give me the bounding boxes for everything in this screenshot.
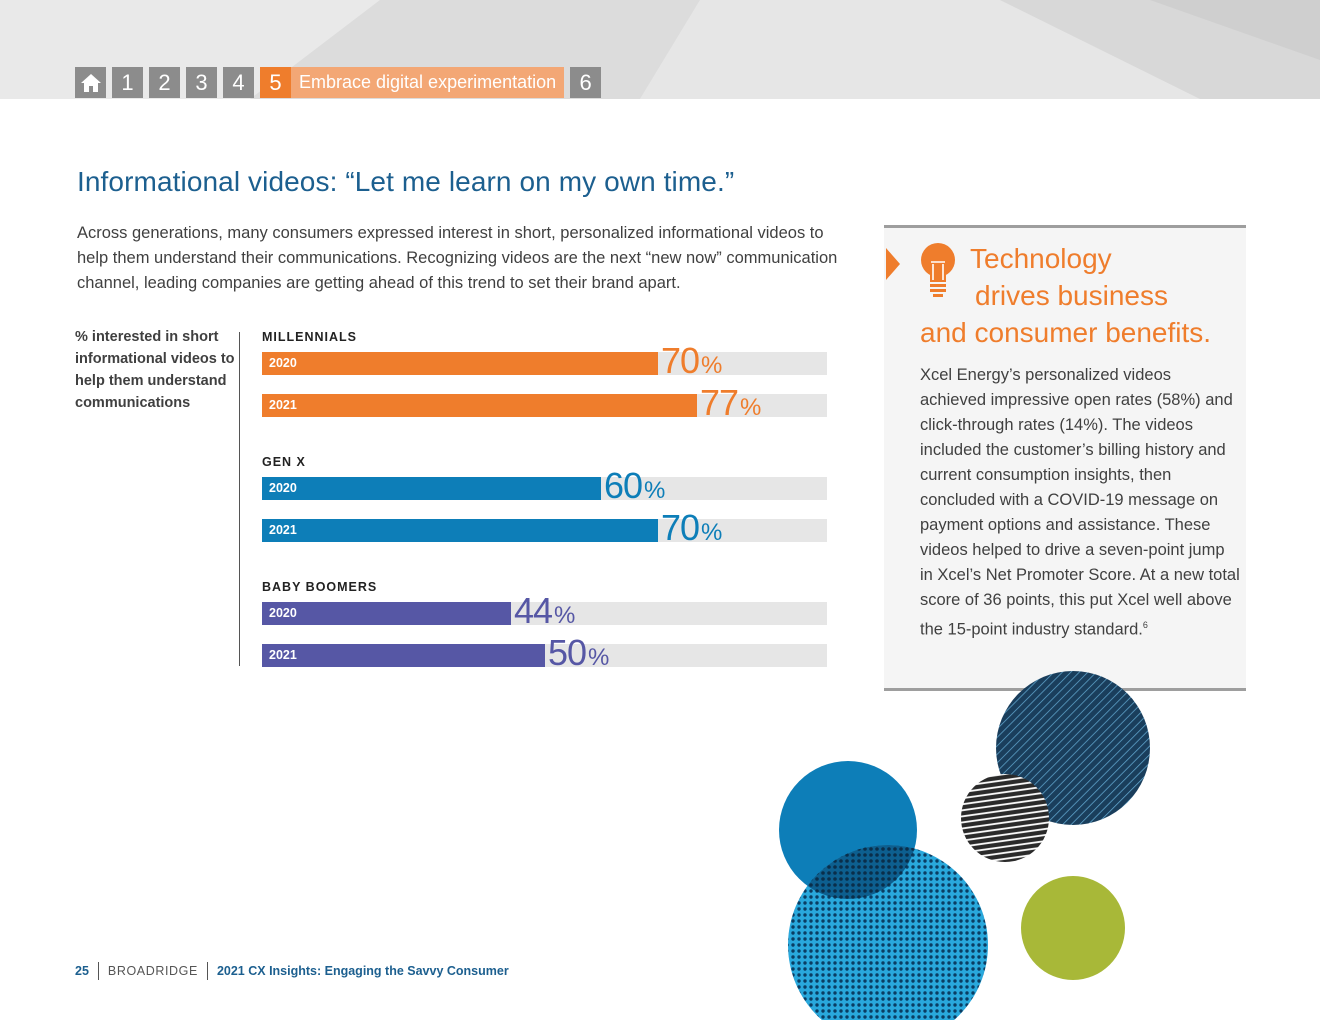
footer-divider <box>206 962 208 980</box>
nav-section-5-active[interactable]: 5 <box>260 67 291 98</box>
decorative-circles-graphic <box>779 671 1150 1020</box>
page-title: Informational videos: “Let me learn on m… <box>77 166 735 197</box>
nav-section-1[interactable]: 1 <box>112 67 143 98</box>
footer-document-title: 2021 CX Insights: Engaging the Savvy Con… <box>216 964 509 978</box>
bar-track: 2021 77% <box>262 383 827 423</box>
group-label-gen-x: GEN X <box>262 455 306 469</box>
bar-year-label: 2021 <box>269 523 297 537</box>
bar-track: 2021 50% <box>262 633 827 673</box>
section-nav: 1 2 3 4 5 Embrace digital experimentatio… <box>75 67 602 98</box>
group-label-baby-boomers: BABY BOOMERS <box>262 580 378 594</box>
sidebar-callout: Technology drives business and consumer … <box>884 225 1246 691</box>
sidebar-body-text: Xcel Energy’s personalized videos achiev… <box>920 366 1240 639</box>
bar-value-label: 70% <box>661 507 723 548</box>
sidebar-title: Technology drives business and consumer … <box>920 240 1211 351</box>
footnote-marker: 6 <box>1142 620 1148 630</box>
home-button[interactable] <box>75 67 106 98</box>
bar-track: 2020 70% <box>262 341 827 381</box>
sidebar-title-line-1: Technology <box>970 243 1112 274</box>
bar-value-label: 77% <box>700 382 762 423</box>
lightbulb-icon <box>921 243 955 297</box>
home-icon <box>80 73 101 92</box>
group-label-millennials: MILLENNIALS <box>262 330 358 344</box>
bar-gen-x-2021: 2021 <box>262 519 658 542</box>
bar-year-label: 2021 <box>269 648 297 662</box>
bar-track: 2021 70% <box>262 508 827 548</box>
bar-value-label: 60% <box>604 465 666 506</box>
bar-millennials-2021: 2021 <box>262 394 697 417</box>
bar-year-label: 2020 <box>269 606 297 620</box>
nav-section-2[interactable]: 2 <box>149 67 180 98</box>
bar-baby-boomers-2021: 2021 <box>262 644 545 667</box>
footer-divider <box>97 962 99 980</box>
page-number: 25 <box>75 964 89 978</box>
sidebar-title-line-2: drives business <box>975 280 1168 311</box>
sidebar-body: Xcel Energy’s personalized videos achiev… <box>920 363 1240 643</box>
bar-year-label: 2021 <box>269 398 297 412</box>
callout-arrow <box>886 248 900 280</box>
bar-value-label: 70% <box>661 340 723 381</box>
nav-section-6[interactable]: 6 <box>570 67 602 98</box>
chart-axis-label: % interested in short informational vide… <box>75 329 235 411</box>
bar-track: 2020 44% <box>262 591 827 631</box>
bar-year-label: 2020 <box>269 356 297 370</box>
sidebar-title-line-3: and consumer benefits. <box>920 317 1212 348</box>
page-footer: 25 BROADRIDGE 2021 CX Insights: Engaging… <box>75 961 509 981</box>
footer-brand: BROADRIDGE <box>107 964 198 978</box>
nav-active-section-label[interactable]: Embrace digital experimentation <box>291 67 565 98</box>
nav-section-4[interactable]: 4 <box>223 67 254 98</box>
bar-value-label: 44% <box>514 590 576 631</box>
bar-millennials-2020: 2020 <box>262 352 658 375</box>
bar-gen-x-2020: 2020 <box>262 477 601 500</box>
intro-paragraph: Across generations, many consumers expre… <box>77 224 838 292</box>
bar-value-label: 50% <box>548 632 610 673</box>
bar-track: 2020 60% <box>262 466 827 506</box>
chart-axis-line <box>239 332 240 666</box>
bar-year-label: 2020 <box>269 481 297 495</box>
nav-section-3[interactable]: 3 <box>186 67 217 98</box>
bar-baby-boomers-2020: 2020 <box>262 602 511 625</box>
